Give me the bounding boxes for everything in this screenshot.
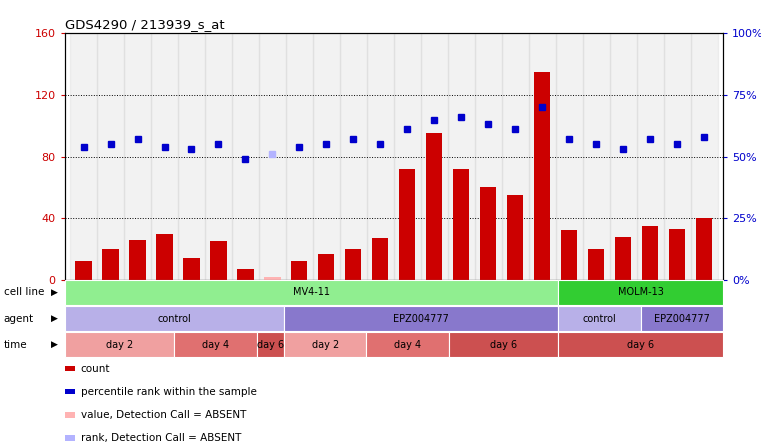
Bar	[157, 234, 173, 280]
Bar	[210, 241, 227, 280]
Text: day 6: day 6	[256, 340, 284, 350]
Text: EPZ004777: EPZ004777	[393, 313, 449, 324]
Bar	[394, 33, 421, 280]
Bar	[151, 33, 178, 280]
Bar	[583, 33, 610, 280]
Bar	[529, 33, 556, 280]
Bar	[561, 230, 578, 280]
Bar	[669, 229, 685, 280]
Bar	[696, 218, 712, 280]
Bar	[183, 258, 199, 280]
Text: day 4: day 4	[394, 340, 421, 350]
Bar	[501, 33, 529, 280]
Text: GDS4290 / 213939_s_at: GDS4290 / 213939_s_at	[65, 18, 224, 31]
Bar	[103, 249, 119, 280]
Text: day 6: day 6	[627, 340, 654, 350]
Bar	[97, 33, 124, 280]
Text: day 2: day 2	[311, 340, 339, 350]
Bar	[129, 240, 145, 280]
Text: ▶: ▶	[51, 288, 59, 297]
Bar	[475, 33, 501, 280]
Bar	[556, 33, 583, 280]
Bar	[264, 277, 281, 280]
Bar	[400, 169, 416, 280]
Bar	[75, 261, 91, 280]
Text: agent: agent	[4, 313, 34, 324]
Bar	[178, 33, 205, 280]
Text: ▶: ▶	[51, 340, 59, 349]
Text: time: time	[4, 340, 27, 350]
Bar	[507, 195, 524, 280]
Bar	[426, 133, 442, 280]
Text: cell line: cell line	[4, 287, 44, 297]
Bar	[588, 249, 604, 280]
Text: rank, Detection Call = ABSENT: rank, Detection Call = ABSENT	[81, 433, 241, 443]
Bar	[340, 33, 367, 280]
Text: EPZ004777: EPZ004777	[654, 313, 710, 324]
Text: MV4-11: MV4-11	[293, 287, 330, 297]
Bar	[291, 261, 307, 280]
Bar	[124, 33, 151, 280]
Bar	[318, 254, 335, 280]
Bar	[232, 33, 259, 280]
Bar	[259, 33, 286, 280]
Bar	[286, 33, 313, 280]
Bar	[447, 33, 475, 280]
Bar	[70, 33, 97, 280]
Text: ▶: ▶	[51, 314, 59, 323]
Text: day 2: day 2	[106, 340, 133, 350]
Bar	[610, 33, 637, 280]
Bar	[534, 72, 550, 280]
Bar	[690, 33, 718, 280]
Bar	[615, 237, 631, 280]
Text: control: control	[158, 313, 191, 324]
Text: count: count	[81, 364, 110, 373]
Bar	[237, 269, 253, 280]
Bar	[480, 187, 496, 280]
Bar	[372, 238, 388, 280]
Text: control: control	[583, 313, 616, 324]
Text: day 6: day 6	[490, 340, 517, 350]
Bar	[367, 33, 394, 280]
Bar	[345, 249, 361, 280]
Text: day 4: day 4	[202, 340, 229, 350]
Bar	[642, 226, 658, 280]
Bar	[421, 33, 447, 280]
Bar	[205, 33, 232, 280]
Text: value, Detection Call = ABSENT: value, Detection Call = ABSENT	[81, 410, 246, 420]
Bar	[313, 33, 340, 280]
Bar	[637, 33, 664, 280]
Bar	[664, 33, 690, 280]
Text: MOLM-13: MOLM-13	[618, 287, 664, 297]
Bar	[453, 169, 470, 280]
Text: percentile rank within the sample: percentile rank within the sample	[81, 387, 256, 396]
